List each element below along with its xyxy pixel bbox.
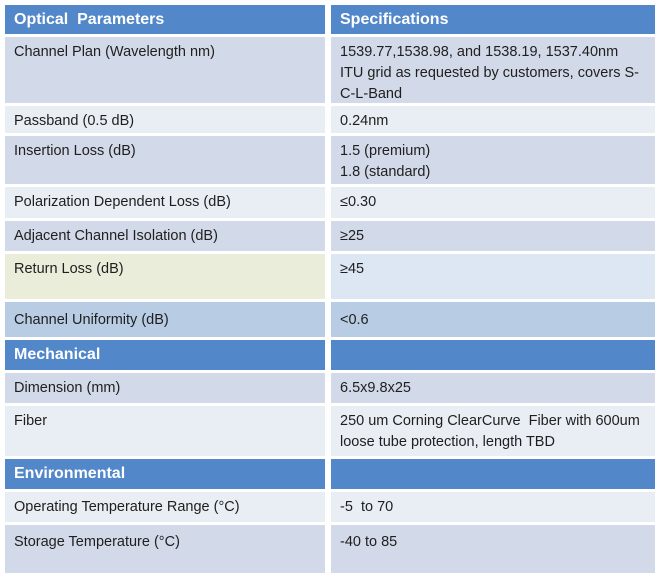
row-polarization-dependent-loss: Polarization Dependent Loss (dB) ≤0.30	[5, 187, 655, 218]
param-cell-dimension: Dimension (mm)	[5, 373, 325, 403]
row-adjacent-channel-isolation: Adjacent Channel Isolation (dB) ≥25	[5, 221, 655, 251]
column-header-specifications: Specifications	[331, 5, 655, 34]
param-cell-polarization-dependent-loss: Polarization Dependent Loss (dB)	[5, 187, 325, 218]
table-header-row: Optical Parameters Specifications	[5, 5, 655, 34]
section-title-mechanical: Mechanical	[5, 340, 325, 370]
spec-cell-polarization-dependent-loss: ≤0.30	[331, 187, 655, 218]
param-cell-channel-uniformity: Channel Uniformity (dB)	[5, 302, 325, 337]
spec-cell-storage-temperature: -40 to 85	[331, 525, 655, 573]
param-cell-return-loss: Return Loss (dB)	[5, 254, 325, 299]
row-passband: Passband (0.5 dB) 0.24nm	[5, 106, 655, 133]
section-spacer-mechanical	[331, 340, 655, 370]
row-fiber: Fiber 250 um Corning ClearCurve Fiber wi…	[5, 406, 655, 456]
spec-cell-operating-temperature-range: -5 to 70	[331, 492, 655, 522]
param-cell-insertion-loss: Insertion Loss (dB)	[5, 136, 325, 184]
column-header-optical-parameters: Optical Parameters	[5, 5, 325, 34]
spec-cell-fiber: 250 um Corning ClearCurve Fiber with 600…	[331, 406, 655, 456]
spec-cell-insertion-loss: 1.5 (premium) 1.8 (standard)	[331, 136, 655, 184]
row-return-loss: Return Loss (dB) ≥45	[5, 254, 655, 299]
spec-cell-adjacent-channel-isolation: ≥25	[331, 221, 655, 251]
param-cell-channel-plan: Channel Plan (Wavelength nm)	[5, 37, 325, 103]
row-dimension: Dimension (mm) 6.5x9.8x25	[5, 373, 655, 403]
row-storage-temperature: Storage Temperature (°C) -40 to 85	[5, 525, 655, 573]
spec-cell-dimension: 6.5x9.8x25	[331, 373, 655, 403]
param-cell-operating-temperature-range: Operating Temperature Range (°C)	[5, 492, 325, 522]
section-title-environmental: Environmental	[5, 459, 325, 489]
param-cell-passband: Passband (0.5 dB)	[5, 106, 325, 133]
spec-cell-passband: 0.24nm	[331, 106, 655, 133]
section-header-environmental: Environmental	[5, 459, 655, 489]
row-channel-plan: Channel Plan (Wavelength nm) 1539.77,153…	[5, 37, 655, 103]
row-insertion-loss: Insertion Loss (dB) 1.5 (premium) 1.8 (s…	[5, 136, 655, 184]
param-cell-storage-temperature: Storage Temperature (°C)	[5, 525, 325, 573]
section-header-mechanical: Mechanical	[5, 340, 655, 370]
spec-cell-channel-uniformity: <0.6	[331, 302, 655, 337]
row-operating-temperature-range: Operating Temperature Range (°C) -5 to 7…	[5, 492, 655, 522]
spec-cell-return-loss: ≥45	[331, 254, 655, 299]
row-channel-uniformity: Channel Uniformity (dB) <0.6	[5, 302, 655, 337]
spec-cell-channel-plan: 1539.77,1538.98, and 1538.19, 1537.40nm …	[331, 37, 655, 103]
param-cell-fiber: Fiber	[5, 406, 325, 456]
section-spacer-environmental	[331, 459, 655, 489]
param-cell-adjacent-channel-isolation: Adjacent Channel Isolation (dB)	[5, 221, 325, 251]
spec-table: Optical Parameters Specifications Channe…	[5, 5, 655, 573]
